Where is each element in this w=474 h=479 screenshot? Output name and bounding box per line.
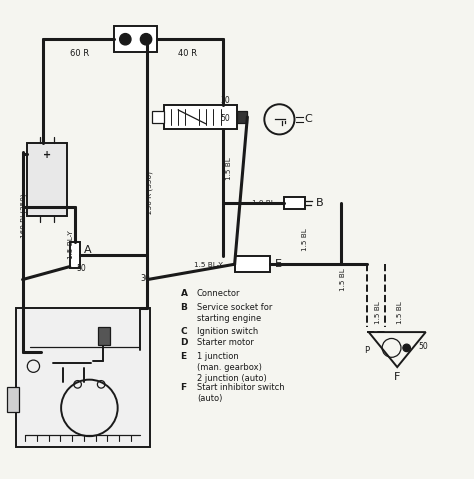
Bar <box>70 242 80 268</box>
Text: 1.5 BL: 1.5 BL <box>302 228 308 251</box>
Text: A: A <box>84 245 91 255</box>
Text: 1 junction
(man. gearbox)
2 junction (auto): 1 junction (man. gearbox) 2 junction (au… <box>197 352 267 383</box>
Text: D: D <box>181 339 188 347</box>
Bar <box>7 387 19 412</box>
Text: 160 BL(350): 160 BL(350) <box>21 194 27 238</box>
Bar <box>235 256 270 273</box>
Text: +: + <box>43 149 51 160</box>
Text: 1.5 BL-Y: 1.5 BL-Y <box>194 262 223 268</box>
Text: 50: 50 <box>77 264 86 273</box>
Text: E: E <box>275 259 282 269</box>
Text: F: F <box>394 372 401 382</box>
Bar <box>164 105 237 129</box>
Text: F: F <box>181 383 187 392</box>
Text: 1.0 BL: 1.0 BL <box>252 200 274 206</box>
Bar <box>16 308 150 447</box>
Text: E: E <box>181 352 187 361</box>
Text: B: B <box>316 198 323 208</box>
Text: 50: 50 <box>418 342 428 352</box>
Bar <box>152 111 164 123</box>
Bar <box>284 197 305 209</box>
Text: P: P <box>364 346 369 355</box>
Text: 60 R: 60 R <box>70 49 89 58</box>
Circle shape <box>140 34 152 45</box>
Text: 1.5 BL-Y: 1.5 BL-Y <box>68 230 74 259</box>
Circle shape <box>119 34 131 45</box>
Text: Connector: Connector <box>197 289 240 298</box>
Text: 1.5 BL: 1.5 BL <box>226 158 232 180</box>
Bar <box>237 111 247 123</box>
Bar <box>98 327 110 345</box>
Text: 1.5 BL: 1.5 BL <box>397 301 402 324</box>
Text: Starter motor: Starter motor <box>197 339 254 347</box>
Text: Ignition switch: Ignition switch <box>197 327 258 336</box>
Text: 1.5 BL: 1.5 BL <box>375 301 382 324</box>
Text: Start inhibitor switch
(auto): Start inhibitor switch (auto) <box>197 383 284 403</box>
Bar <box>115 26 157 52</box>
Bar <box>27 143 67 216</box>
Text: 30: 30 <box>220 96 230 105</box>
Text: A: A <box>181 289 187 298</box>
Text: 40 R: 40 R <box>178 49 197 58</box>
Text: 250 R (350): 250 R (350) <box>146 171 153 214</box>
Text: B: B <box>181 303 187 312</box>
Text: 30: 30 <box>140 274 150 283</box>
Text: C: C <box>305 114 313 125</box>
Text: 1.5 BL: 1.5 BL <box>340 268 346 291</box>
Text: C: C <box>181 327 187 336</box>
Circle shape <box>403 344 410 352</box>
Text: 50: 50 <box>220 114 230 124</box>
Text: Service socket for
starting engine: Service socket for starting engine <box>197 303 273 323</box>
